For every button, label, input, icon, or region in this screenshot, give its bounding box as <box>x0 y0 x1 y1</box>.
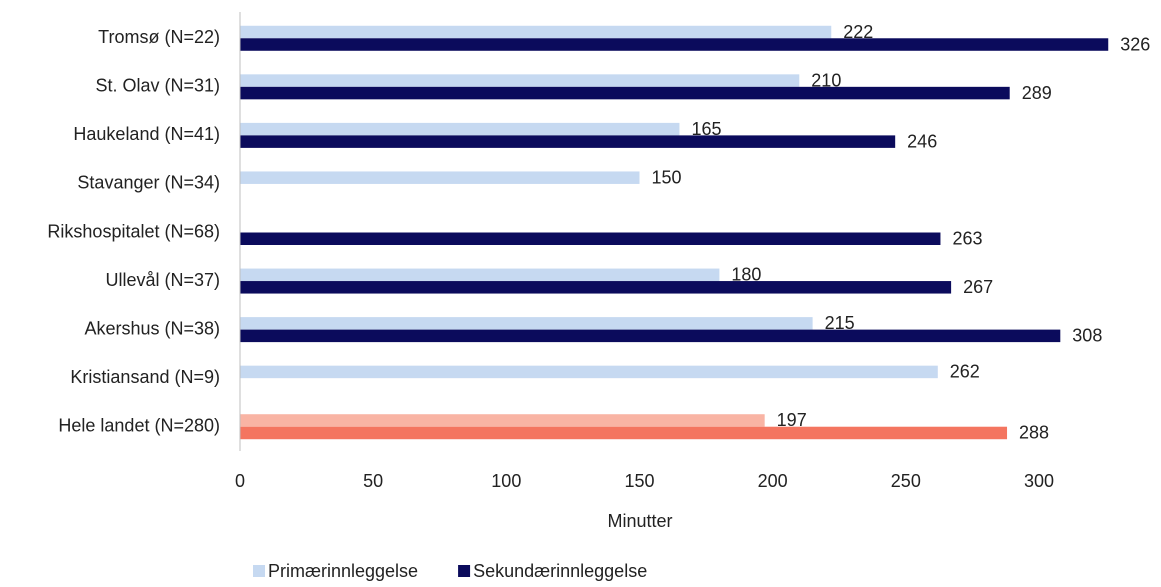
y-tick-label: Akershus (N=38) <box>84 318 220 338</box>
data-label: 289 <box>1022 83 1052 103</box>
data-label: 267 <box>963 277 993 297</box>
legend-swatch <box>253 565 265 577</box>
bar <box>240 426 1008 440</box>
data-label: 197 <box>777 410 807 430</box>
bar <box>240 329 1061 343</box>
legend-label: Primærinnleggelse <box>268 561 418 581</box>
data-label: 222 <box>843 22 873 42</box>
data-label: 263 <box>952 229 982 249</box>
bar <box>240 281 952 294</box>
bar <box>240 135 896 148</box>
data-label: 215 <box>825 313 855 333</box>
x-tick-label: 200 <box>758 471 788 491</box>
data-label: 165 <box>691 119 721 139</box>
x-tick-label: 250 <box>891 471 921 491</box>
x-tick-label: 50 <box>363 471 383 491</box>
y-tick-label: Haukeland (N=41) <box>73 124 220 144</box>
bar <box>240 365 938 379</box>
legend-label: Sekundærinnleggelse <box>473 561 647 581</box>
data-label: 150 <box>652 167 682 187</box>
y-tick-label: Stavanger (N=34) <box>77 173 220 193</box>
bar <box>240 25 832 39</box>
x-tick-label: 100 <box>491 471 521 491</box>
bar <box>240 414 765 427</box>
data-label: 246 <box>907 131 937 151</box>
data-label: 326 <box>1120 34 1150 54</box>
bar <box>240 74 800 87</box>
y-tick-label: Kristiansand (N=9) <box>70 367 220 387</box>
y-tick-label: Ullevål (N=37) <box>105 270 220 290</box>
data-label: 210 <box>811 70 841 90</box>
data-label: 262 <box>950 362 980 382</box>
x-tick-label: 150 <box>624 471 654 491</box>
data-label: 308 <box>1072 326 1102 346</box>
bar <box>240 122 680 136</box>
y-tick-label: St. Olav (N=31) <box>95 76 220 96</box>
y-tick-label: Hele landet (N=280) <box>58 415 220 435</box>
data-label: 288 <box>1019 423 1049 443</box>
x-axis-label: Minutter <box>607 511 672 531</box>
bar <box>240 171 640 184</box>
bar <box>240 268 720 282</box>
x-tick-label: 300 <box>1024 471 1054 491</box>
legend-swatch <box>458 565 471 577</box>
bar <box>240 86 1010 100</box>
y-tick-label: Tromsø (N=22) <box>98 27 220 47</box>
bar <box>240 38 1109 51</box>
y-tick-label: Rikshospitalet (N=68) <box>47 221 220 241</box>
data-label: 180 <box>731 265 761 285</box>
x-tick-label: 0 <box>235 471 245 491</box>
bar <box>240 317 813 330</box>
bar <box>240 232 941 245</box>
